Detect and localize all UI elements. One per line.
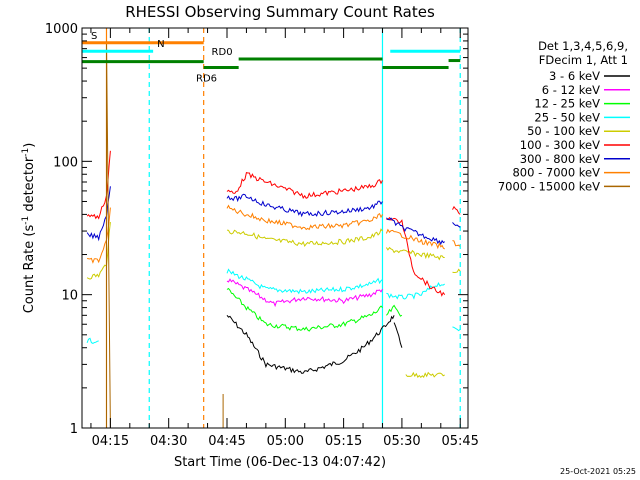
series-line-2 [386,304,403,317]
legend-entry: 12 - 25 keV [534,97,600,111]
series-line-5 [452,205,461,215]
y-axis-label-sup2: -1 [21,148,31,157]
x-axis: 04:15 04:30 04:45 05:00 05:15 05:30 05:45 [90,28,479,449]
series-line-4 [385,246,445,261]
y-axis-label-part2: detector [22,156,37,216]
flag-label: RD0 [212,47,233,58]
y-axis-label-sup1: -1 [21,216,31,225]
series-line-3 [386,281,445,300]
x-axis-label: Start Time (06-Dec-13 04:07:42) [174,455,386,470]
series-line-7 [226,204,383,231]
x-tick-label: 05:00 [267,434,304,449]
y-tick-label: 100 [53,155,78,170]
legend-entry: 50 - 100 keV [527,124,600,138]
y-tick-label: 10 [61,289,78,304]
y-axis: 1 10 100 1000 [45,22,468,437]
series-line-3 [86,337,99,344]
y-tick-label: 1 [70,422,78,437]
legend-header-2: FDecim 1, Att 1 [539,53,628,67]
legend-entry: 300 - 800 keV [520,152,600,166]
y-axis-label-part3: ) [22,143,37,148]
series-line-6 [386,217,446,246]
legend: Det 1,3,4,5,6,9, FDecim 1, Att 1 3 - 6 k… [498,39,630,193]
y-tick-label: 1000 [45,22,78,37]
x-tick-label: 05:45 [441,434,478,449]
series-line-4 [226,228,383,248]
x-tick-label: 05:15 [325,434,362,449]
legend-entry: 800 - 7000 keV [512,166,600,180]
series-line-6 [226,193,383,218]
legend-entry: 6 - 12 keV [542,83,600,97]
series-line-7 [452,240,461,247]
series-line-6 [452,222,461,228]
series-line-4 [405,371,445,379]
footer-timestamp: 25-Oct-2021 05:25 [560,467,636,476]
legend-entry: 7000 - 15000 keV [498,179,600,193]
plot-frame [81,27,469,429]
legend-header-1: Det 1,3,4,5,6,9, [538,39,628,53]
series-line-2 [226,287,383,332]
chart-title: RHESSI Observing Summary Count Rates [125,3,435,21]
series-line-0 [226,314,395,374]
series-line-5 [226,171,383,199]
x-tick-label: 04:15 [92,434,129,449]
legend-entry: 25 - 50 keV [534,110,600,124]
y-axis-label-part1: Count Rate (s [22,225,37,314]
plot-area: S N RD0 RD6 [82,28,461,429]
x-tick-label: 05:30 [383,434,420,449]
series-line-4 [452,268,461,274]
series-line-3 [452,326,461,332]
flag-label: RD6 [196,74,217,85]
series-line-3 [226,268,383,295]
x-tick-label: 04:45 [208,434,245,449]
legend-entry: 100 - 300 keV [520,138,600,152]
x-tick-label: 04:30 [150,434,187,449]
series-line-5 [386,216,446,297]
series-line-8 [106,42,111,429]
series-line-0 [393,322,403,348]
series-line-1 [226,278,383,308]
flag-label: N [157,39,164,50]
flag-label: S [91,31,97,42]
y-axis-label: Count Rate (s-1 detector-1) [21,143,37,314]
series-line-7 [385,228,445,250]
legend-entry: 3 - 6 keV [549,69,600,83]
